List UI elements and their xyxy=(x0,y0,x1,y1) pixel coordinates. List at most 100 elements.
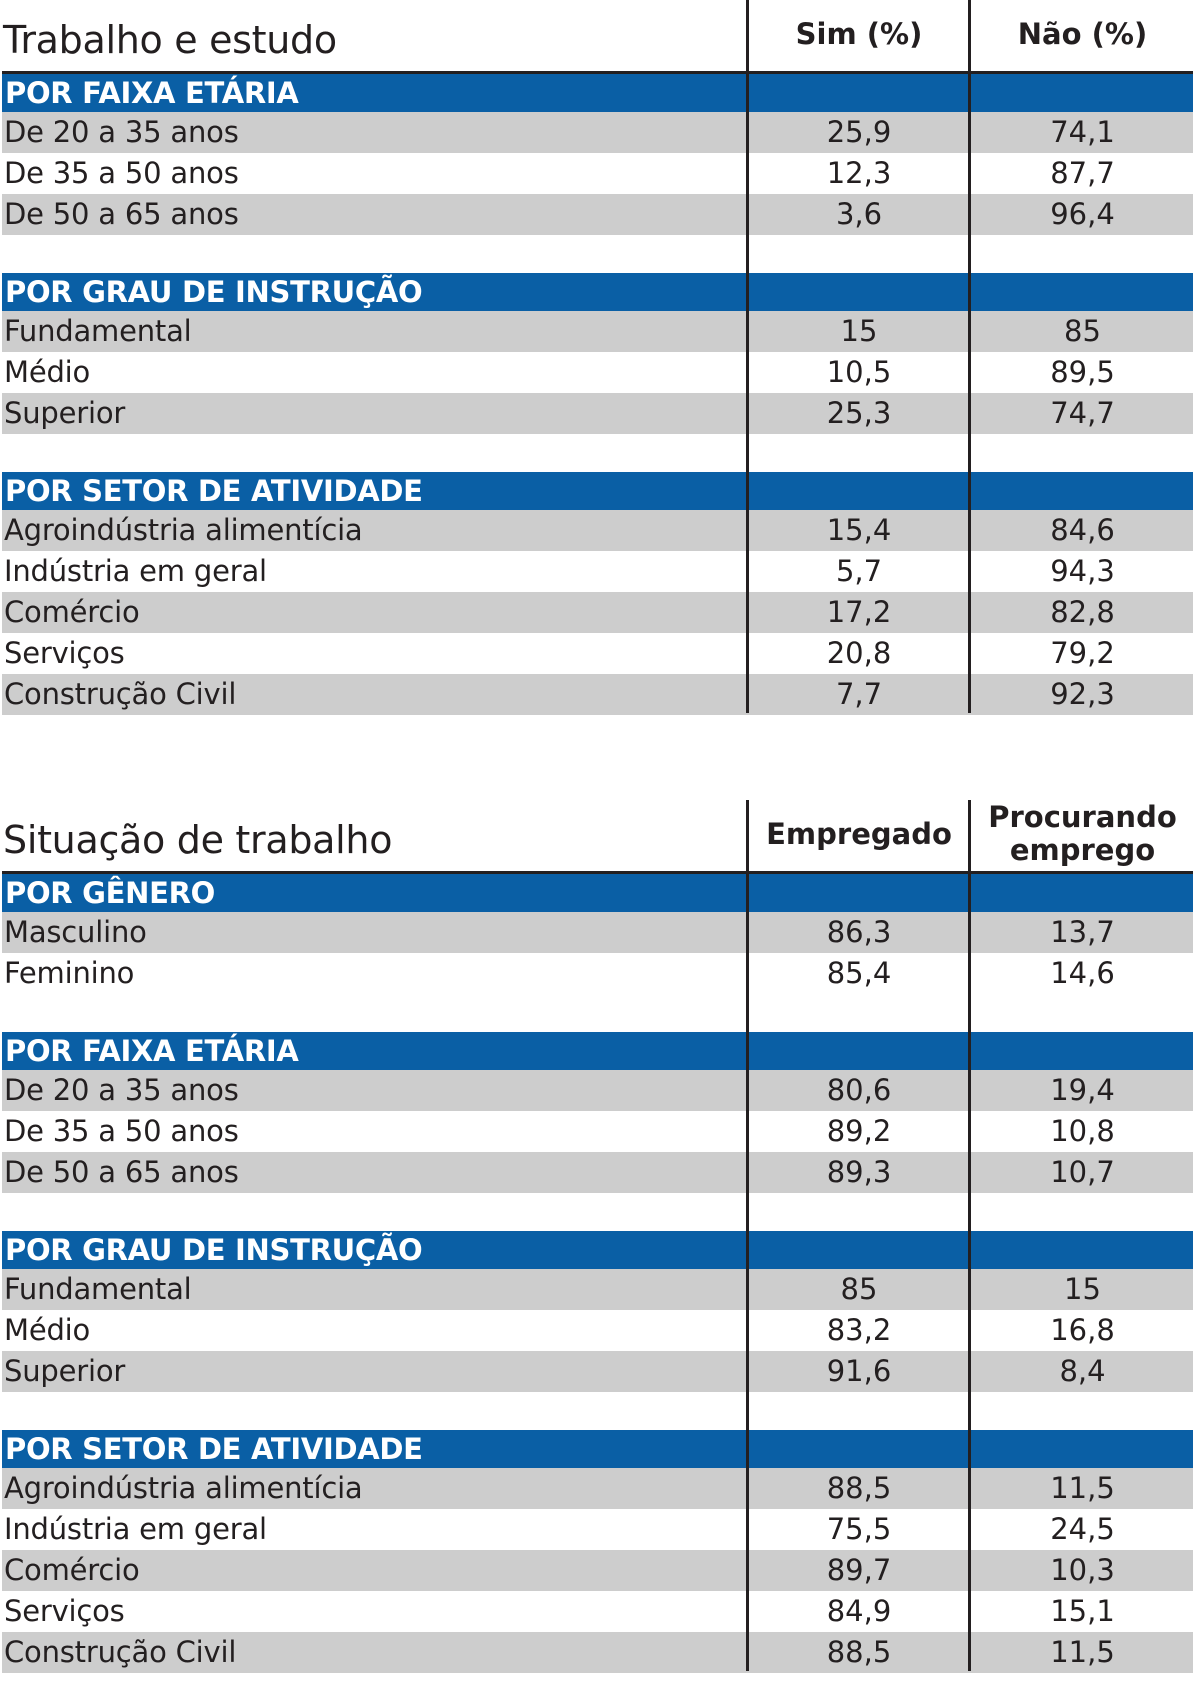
cell-value: 10,5 xyxy=(826,355,892,389)
group-header: POR GÊNERO xyxy=(2,874,1193,912)
cell-value: 25,3 xyxy=(826,396,892,430)
table-body: POR GÊNERO Masculino 86,3 13,7 Feminino 85,4 1… xyxy=(0,874,1193,1673)
row-label: Indústria em geral xyxy=(4,554,267,588)
data-table: Situação de trabalho Empregado Procurando … xyxy=(0,800,1193,1673)
table-row: Fundamental 15 85 xyxy=(2,311,1193,352)
row-label: Comércio xyxy=(4,595,140,629)
group-header: POR GRAU DE INSTRUÇÃO xyxy=(2,1231,1193,1269)
row-label: Comércio xyxy=(4,1553,140,1587)
group-header: POR FAIXA ETÁRIA xyxy=(2,74,1193,112)
table-row: Comércio 17,2 82,8 xyxy=(2,592,1193,633)
table-row: Agroindústria alimentícia 88,5 11,5 xyxy=(2,1468,1193,1509)
table-row: De 50 a 65 anos 89,3 10,7 xyxy=(2,1152,1193,1193)
cell-value: 85,4 xyxy=(826,956,892,990)
table-header: Situação de trabalho Empregado Procurando … xyxy=(0,800,1193,874)
column-header: Procurando emprego xyxy=(972,800,1193,868)
cell-value: 15,1 xyxy=(1050,1594,1115,1628)
cell-value: 24,5 xyxy=(1050,1512,1115,1546)
cell-value: 8,4 xyxy=(1059,1354,1106,1388)
cell-value: 74,1 xyxy=(1050,115,1115,149)
row-label: Serviços xyxy=(4,636,125,670)
row-label: Fundamental xyxy=(4,1272,192,1306)
group-header: POR SETOR DE ATIVIDADE xyxy=(2,472,1193,510)
cell-value: 89,5 xyxy=(1050,355,1115,389)
cell-value: 14,6 xyxy=(1050,956,1115,990)
cell-value: 89,2 xyxy=(826,1114,892,1148)
row-label: Serviços xyxy=(4,1594,125,1628)
column-header: Não (%) xyxy=(972,0,1193,68)
row-label: De 35 a 50 anos xyxy=(4,156,239,190)
table-row: Masculino 86,3 13,7 xyxy=(2,912,1193,953)
cell-value: 15 xyxy=(840,314,878,348)
column-header-label: Sim (%) xyxy=(795,16,923,51)
cell-value: 10,8 xyxy=(1050,1114,1115,1148)
cell-value: 15 xyxy=(1064,1272,1101,1306)
table-title: Situação de trabalho xyxy=(3,818,393,862)
group-header: POR GRAU DE INSTRUÇÃO xyxy=(2,273,1193,311)
table-row: Indústria em geral 5,7 94,3 xyxy=(2,551,1193,592)
cell-value: 88,5 xyxy=(826,1471,892,1505)
table-row: Serviços 84,9 15,1 xyxy=(2,1591,1193,1632)
group-spacer xyxy=(0,1392,1193,1430)
row-label: De 20 a 35 anos xyxy=(4,115,239,149)
column-header-label: Empregado xyxy=(766,816,952,851)
row-label: Superior xyxy=(4,396,126,430)
cell-value: 94,3 xyxy=(1050,554,1115,588)
group-spacer xyxy=(0,994,1193,1032)
table-row: Serviços 20,8 79,2 xyxy=(2,633,1193,674)
table-row: Agroindústria alimentícia 15,4 84,6 xyxy=(2,510,1193,551)
column-rule xyxy=(746,800,749,1671)
cell-value: 15,4 xyxy=(826,513,892,547)
cell-value: 25,9 xyxy=(826,115,892,149)
cell-value: 91,6 xyxy=(826,1354,892,1388)
column-rule xyxy=(746,0,749,713)
column-header: Sim (%) xyxy=(748,0,970,68)
cell-value: 79,2 xyxy=(1050,636,1115,670)
group-header: POR FAIXA ETÁRIA xyxy=(2,1032,1193,1070)
cell-value: 86,3 xyxy=(826,915,892,949)
row-label: Construção Civil xyxy=(4,1635,237,1669)
cell-value: 84,6 xyxy=(1050,513,1115,547)
column-header-label: Não (%) xyxy=(1017,16,1148,51)
cell-value: 7,7 xyxy=(835,677,883,711)
table-row: Indústria em geral 75,5 24,5 xyxy=(2,1509,1193,1550)
cell-value: 80,6 xyxy=(826,1073,892,1107)
table-row: Construção Civil 7,7 92,3 xyxy=(2,674,1193,715)
cell-value: 75,5 xyxy=(826,1512,892,1546)
cell-value: 89,3 xyxy=(826,1155,892,1189)
table-row: Médio 10,5 89,5 xyxy=(2,352,1193,393)
row-label: Agroindústria alimentícia xyxy=(4,1471,363,1505)
table-row: Superior 25,3 74,7 xyxy=(2,393,1193,434)
cell-value: 84,9 xyxy=(826,1594,892,1628)
cell-value: 11,5 xyxy=(1050,1471,1115,1505)
group-spacer xyxy=(0,1193,1193,1231)
column-header-label: Procurando emprego xyxy=(988,800,1177,867)
cell-value: 96,4 xyxy=(1050,197,1115,231)
row-label: Construção Civil xyxy=(4,677,237,711)
cell-value: 13,7 xyxy=(1050,915,1115,949)
table-row: Comércio 89,7 10,3 xyxy=(2,1550,1193,1591)
group-spacer xyxy=(0,235,1193,273)
table-row: De 20 a 35 anos 25,9 74,1 xyxy=(2,112,1193,153)
table-row: Fundamental 85 15 xyxy=(2,1269,1193,1310)
group-spacer xyxy=(0,434,1193,472)
cell-value: 10,7 xyxy=(1050,1155,1115,1189)
table-row: Médio 83,2 16,8 xyxy=(2,1310,1193,1351)
row-label: Agroindústria alimentícia xyxy=(4,513,363,547)
cell-value: 10,3 xyxy=(1050,1553,1115,1587)
table-title: Trabalho e estudo xyxy=(3,18,337,62)
cell-value: 11,5 xyxy=(1050,1635,1115,1669)
cell-value: 3,6 xyxy=(835,197,883,231)
cell-value: 19,4 xyxy=(1050,1073,1115,1107)
row-label: Masculino xyxy=(4,915,147,949)
column-rule xyxy=(968,800,971,1671)
cell-value: 87,7 xyxy=(1050,156,1115,190)
cell-value: 17,2 xyxy=(826,595,892,629)
table-row: De 35 a 50 anos 12,3 87,7 xyxy=(2,153,1193,194)
row-label: De 50 a 65 anos xyxy=(4,197,239,231)
table-row: Superior 91,6 8,4 xyxy=(2,1351,1193,1392)
table-row: De 35 a 50 anos 89,2 10,8 xyxy=(2,1111,1193,1152)
table-row: De 20 a 35 anos 80,6 19,4 xyxy=(2,1070,1193,1111)
cell-value: 88,5 xyxy=(826,1635,892,1669)
table-row: Feminino 85,4 14,6 xyxy=(2,953,1193,994)
